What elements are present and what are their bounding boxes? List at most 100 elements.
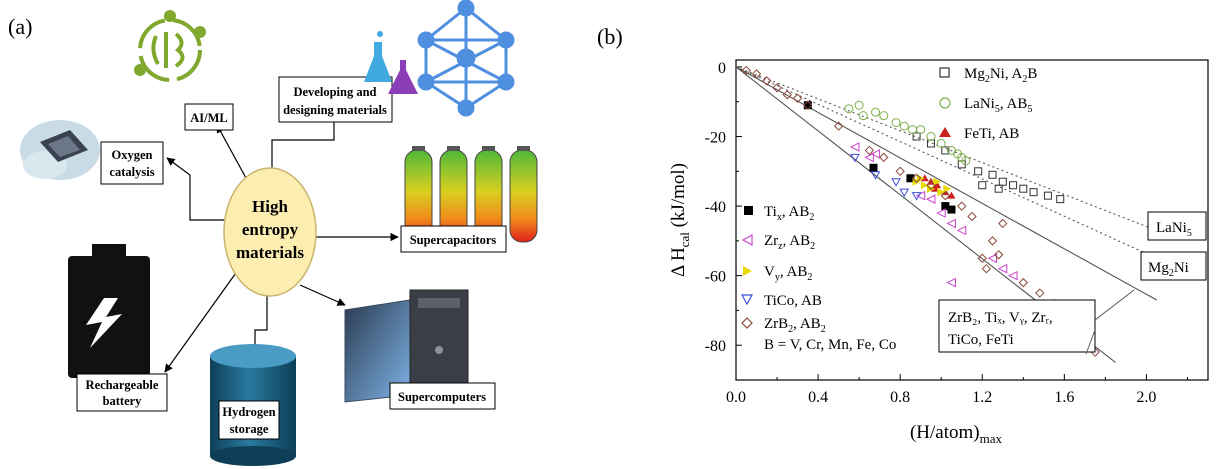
data-point [772, 83, 782, 93]
data-point [997, 263, 1008, 274]
data-point [987, 253, 998, 264]
data-point [937, 188, 946, 197]
data-point [782, 90, 793, 100]
legend-item-zrz: Zrz, AB2 [741, 233, 815, 252]
data-point [953, 149, 963, 159]
hydrogen-box [218, 400, 280, 440]
supercomputers-label: Supercomputers [398, 390, 486, 404]
data-point [858, 111, 868, 121]
legend-item-feti: FeTi, AB [939, 126, 1019, 142]
svg-text:ZrB2, AB2: ZrB2, AB2 [764, 316, 826, 335]
network-icon [417, 0, 515, 117]
data-point [998, 218, 1008, 229]
oxygen-label-line1: Oxygen [112, 148, 153, 162]
legend-note: B = V, Cr, Mn, Fe, Co [764, 337, 896, 353]
data-point [977, 253, 987, 263]
data-point [891, 178, 901, 187]
data-point [850, 153, 860, 163]
data-point [871, 107, 881, 117]
data-point [1035, 288, 1045, 298]
brain-circuit-icon [134, 10, 206, 82]
ai-ml-label: AI/ML [190, 111, 228, 125]
flask-icon [364, 31, 418, 94]
svg-text:LaNi5, AB5: LaNi5, AB5 [964, 96, 1032, 115]
data-point [1029, 188, 1038, 197]
annotation-lani5: LaNi5 [1147, 211, 1207, 241]
svg-text:Tix, AB2: Tix, AB2 [764, 204, 814, 223]
svg-text:LaNi5: LaNi5 [1156, 220, 1192, 239]
data-point [1009, 181, 1018, 190]
data-point [941, 202, 950, 211]
panel-a-label: (a) [8, 14, 33, 39]
svg-text:Vy, AB2: Vy, AB2 [764, 264, 812, 283]
developing-label-line2: designing materials [283, 103, 387, 117]
x-tick-label: 0.0 [726, 389, 746, 406]
legend-item-tix: Tix, AB2 [744, 204, 814, 223]
arrow-to-ai [216, 124, 247, 179]
trend-line [735, 66, 1157, 259]
data-point [762, 76, 772, 86]
battery-cells-icon [404, 146, 538, 243]
data-point [947, 205, 956, 214]
data-point [925, 194, 936, 204]
oxygen-box [100, 141, 164, 185]
y-tick-label: -80 [705, 338, 726, 355]
svg-text:Mg2Ni: Mg2Ni [1148, 260, 1189, 279]
data-point [946, 277, 956, 288]
legend-item-lani5: LaNi5, AB5 [939, 96, 1032, 115]
data-point [946, 218, 956, 229]
y-tick-label: -40 [705, 199, 726, 216]
oxygen-label-line2: catalysis [109, 165, 154, 179]
legend-item-vy: Vy, AB2 [743, 264, 812, 283]
center-ellipse [223, 167, 317, 297]
data-point [833, 121, 844, 131]
data-point [981, 263, 992, 274]
data-point [849, 142, 860, 152]
svg-text:Zrz, AB2: Zrz, AB2 [764, 233, 815, 252]
data-point [1019, 184, 1028, 193]
y-axis-label-sub: cal [677, 232, 692, 248]
legend-top: Mg2Ni, A2B LaNi5, AB5 FeTi, AB [939, 66, 1037, 142]
data-point [870, 149, 881, 159]
data-point [988, 170, 997, 179]
rechargeable-label-line2: battery [103, 394, 143, 408]
x-tick-label: 0.8 [890, 389, 910, 406]
panel-b-label: (b) [597, 24, 623, 49]
legend-item-zrb2: ZrB2, AB2 [741, 316, 826, 335]
x-axis-label-sub: max [980, 431, 1003, 446]
data-point [803, 101, 812, 110]
data-point [941, 146, 950, 155]
hydrogen-label-line1: Hydrogen [222, 405, 275, 419]
data-point [803, 100, 813, 110]
data-point [920, 174, 929, 182]
y-tick-label: -60 [705, 269, 726, 286]
arrow-to-battery [164, 269, 239, 373]
center-label-line3: materials [236, 243, 304, 262]
data-point [936, 208, 946, 218]
arrow-to-developing [271, 109, 339, 170]
developing-box [278, 76, 393, 123]
arrow-to-supercomputer [299, 284, 346, 306]
trend-line [735, 66, 1157, 231]
y-tick-label: 0 [718, 60, 726, 77]
data-point [920, 181, 929, 190]
data-point [741, 65, 751, 76]
x-tick-label: 0.4 [808, 389, 828, 406]
data-point [961, 156, 971, 166]
data-point [936, 138, 946, 148]
data-point [987, 236, 998, 246]
data-point [899, 188, 910, 198]
data-point [993, 250, 1004, 260]
data-point [931, 184, 940, 192]
catalyst-chip-icon [20, 120, 100, 180]
annotation-mg2ni: Mg2Ni [1140, 251, 1207, 281]
center-label-line1: High [252, 197, 288, 216]
supercapacitors-box [400, 225, 507, 253]
data-point [907, 125, 917, 135]
rechargeable-box [76, 373, 168, 412]
supercapacitors-label: Supercapacitors [410, 233, 497, 247]
data-point [1043, 191, 1052, 200]
data-point [1018, 277, 1029, 288]
annotation-zr-line1: ZrB₂, Tiₓ, Vᵧ, Zrᵣ, [948, 310, 1053, 326]
hydrogen-label-line2: storage [230, 422, 269, 436]
